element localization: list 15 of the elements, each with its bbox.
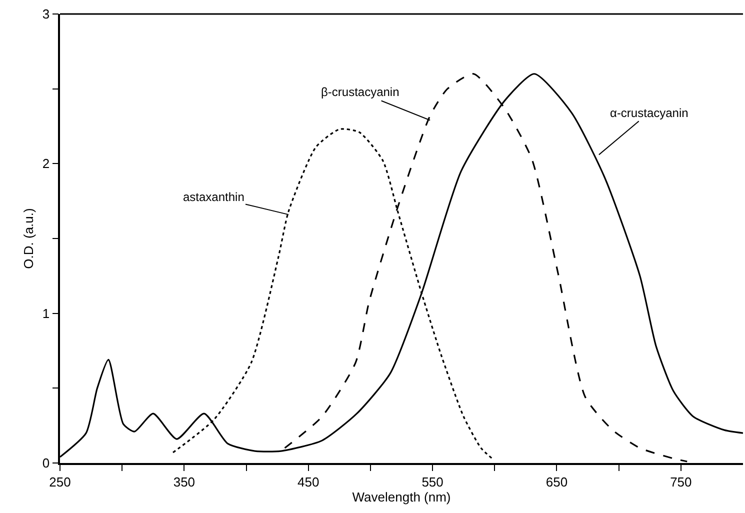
- annotation: β-crustacyanin: [321, 85, 400, 99]
- y-axis-title: O.D. (a.u.): [20, 208, 36, 269]
- y-tick-label: 2: [42, 156, 50, 172]
- y-tick-label: 0: [42, 456, 50, 471]
- annotation: astaxanthin: [183, 190, 244, 204]
- x-tick-label: 650: [546, 474, 568, 490]
- y-tick-label: 3: [42, 6, 50, 22]
- x-tick-label: 350: [173, 474, 196, 490]
- y-tick-label: 1: [42, 306, 50, 321]
- x-tick-label: 550: [422, 474, 444, 490]
- x-axis-title: Wavelength (nm): [352, 489, 451, 504]
- x-tick-label: 450: [298, 474, 320, 490]
- annotation: α-crustacyanin: [610, 106, 688, 120]
- x-tick-label: 250: [49, 474, 71, 490]
- x-tick-label: 750: [670, 474, 692, 490]
